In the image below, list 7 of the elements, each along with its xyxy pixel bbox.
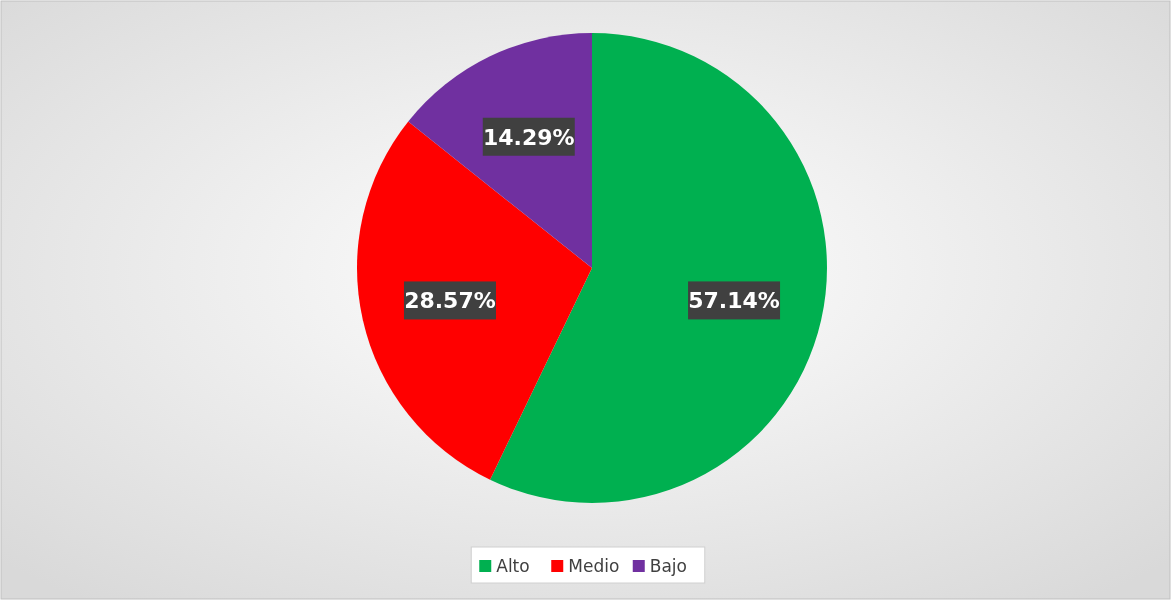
data-label: 14.29% (482, 124, 575, 150)
data-label: 57.14% (688, 288, 780, 314)
legend-label: Medio (568, 556, 620, 576)
legend-label: Alto (496, 556, 530, 576)
data-label: 28.57% (404, 288, 496, 314)
legend-label: Bajo (649, 556, 687, 576)
pie-slice (357, 121, 592, 480)
